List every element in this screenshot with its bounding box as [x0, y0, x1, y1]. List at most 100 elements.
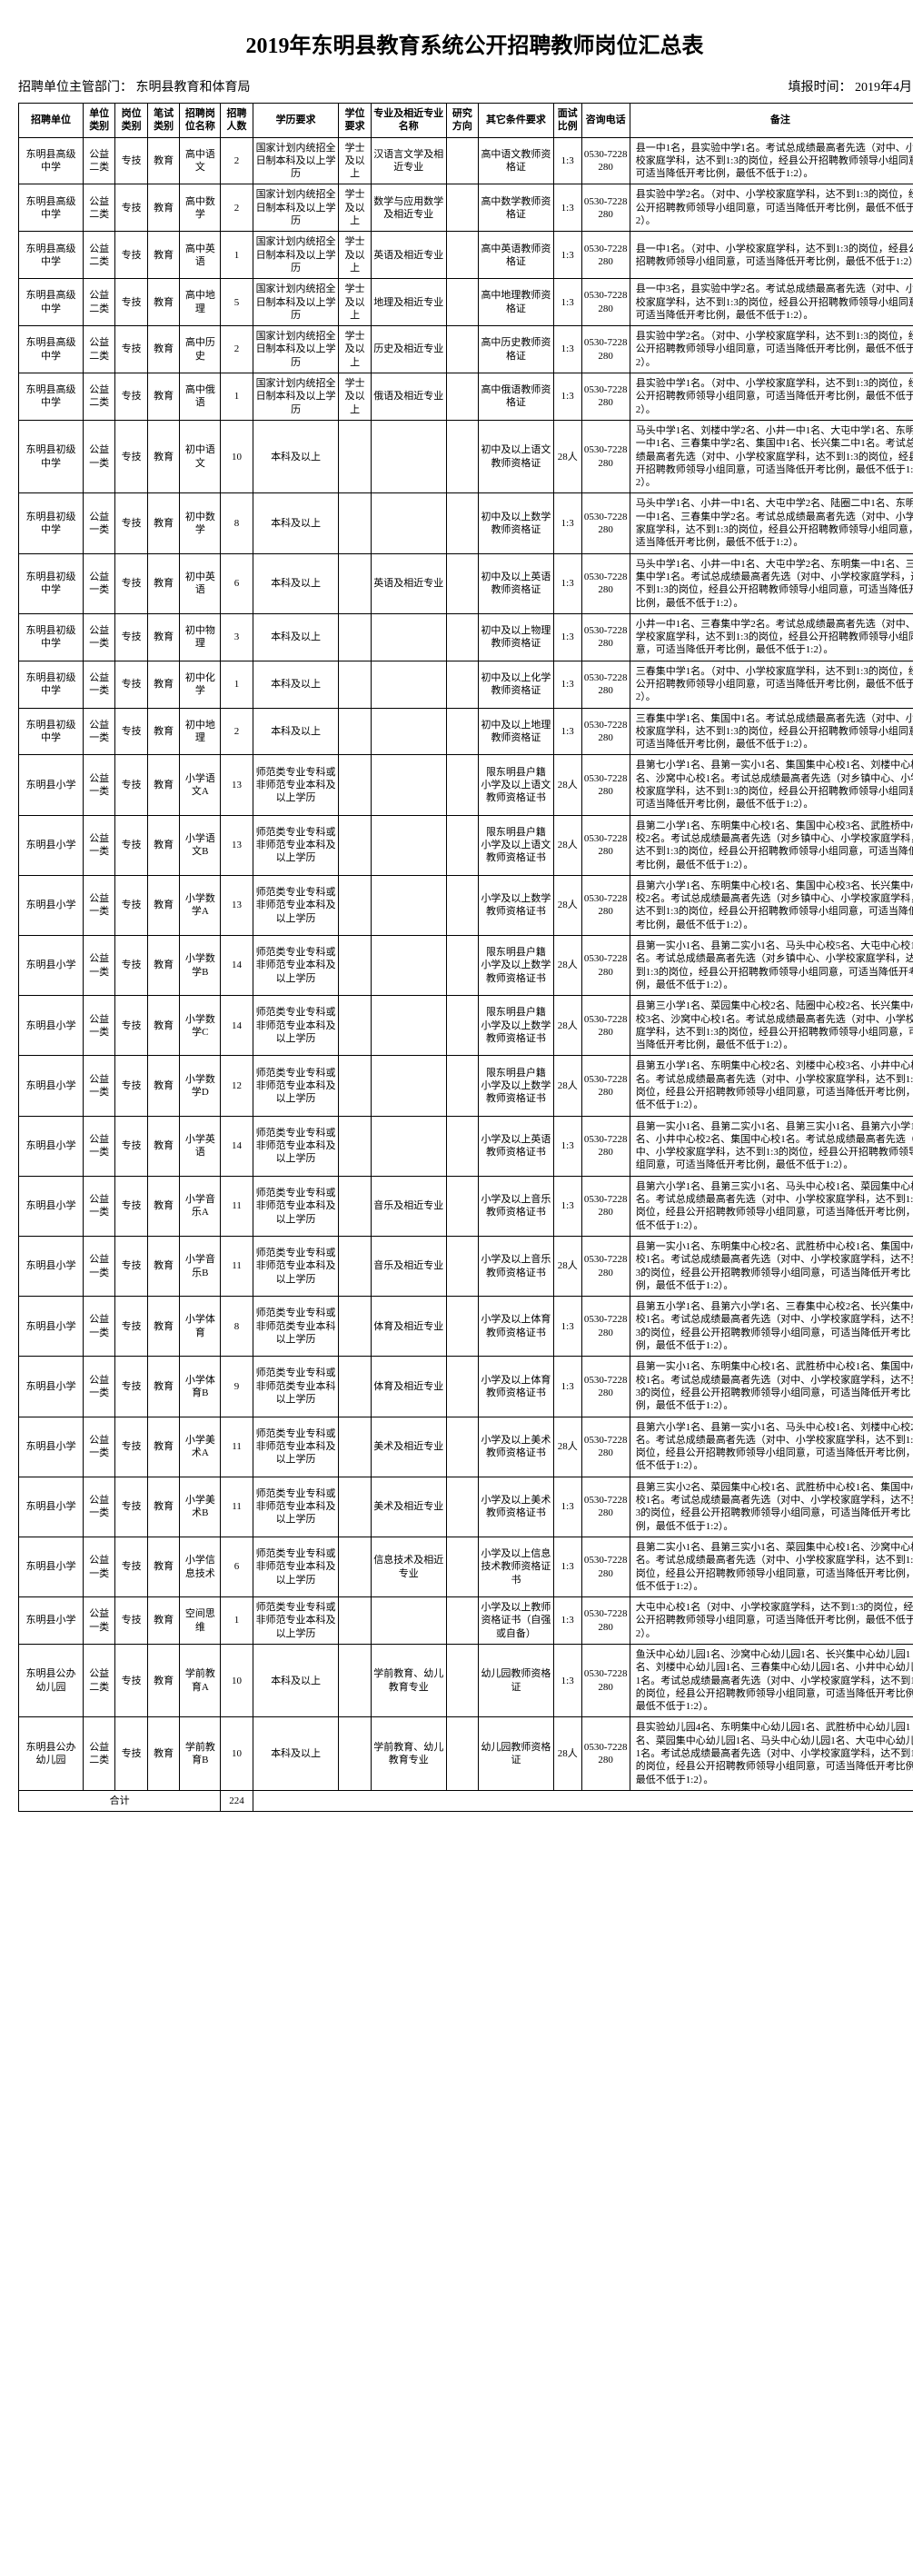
cell-dir — [446, 1176, 478, 1236]
cell-phone: 0530-7228280 — [581, 326, 630, 373]
cell-phone: 0530-7228280 — [581, 1717, 630, 1790]
cell-dir — [446, 1297, 478, 1357]
cell-pname: 学前教育B — [180, 1717, 221, 1790]
cell-dir — [446, 755, 478, 815]
cell-major: 汉语言文学及相近专业 — [371, 137, 446, 184]
cell-pname: 初中语文 — [180, 420, 221, 492]
cell-ratio: 28人 — [553, 996, 581, 1056]
cell-utype: 公益二类 — [83, 184, 114, 232]
positions-table: 招聘单位 单位类别 岗位类别 笔试类别 招聘岗位名称 招聘人数 学历要求 学位要… — [18, 103, 913, 1812]
cell-phone: 0530-7228280 — [581, 553, 630, 613]
table-row: 东明县小学公益一类专技教育小学音乐B11师范类专业专科或非师范专业本科及以上学历… — [19, 1236, 913, 1296]
cell-deg — [339, 708, 371, 755]
cell-remark: 县第一实小1名、县第二实小1名、马头中心校5名、大屯中心校1名。考试总成绩最高者… — [630, 936, 913, 996]
cell-deg — [339, 875, 371, 935]
cell-remark: 县实验中学2名。（对中、小学校家庭学科，达不到1:3的岗位，经县公开招聘教师领导… — [630, 326, 913, 373]
cell-edu: 国家计划内统招全日制本科及以上学历 — [253, 184, 339, 232]
cell-utype: 公益二类 — [83, 326, 114, 373]
cell-ratio: 1:3 — [553, 373, 581, 421]
cell-ptype: 专技 — [115, 1417, 147, 1477]
cell-major: 英语及相近专业 — [371, 553, 446, 613]
cell-major — [371, 996, 446, 1056]
cell-unit: 东明县小学 — [19, 1597, 84, 1645]
cell-phone: 0530-7228280 — [581, 1644, 630, 1716]
cell-other: 高中英语教师资格证 — [479, 232, 554, 279]
cell-remark: 县一中1名，县实验中学1名。考试总成绩最高者先选（对中、小学校家庭学科，达不到1… — [630, 137, 913, 184]
cell-num: 2 — [221, 184, 253, 232]
table-row: 东明县小学公益一类专技教育小学语文A13师范类专业专科或非师范专业本科及以上学历… — [19, 755, 913, 815]
meta-right-label: 填报时间： — [789, 81, 852, 94]
cell-unit: 东明县小学 — [19, 1357, 84, 1417]
cell-unit: 东明县小学 — [19, 1537, 84, 1596]
cell-pname: 小学美术A — [180, 1417, 221, 1477]
cell-remark: 县实验幼儿园4名、东明集中心幼儿园1名、武胜桥中心幼儿园1名、菜园集中心幼儿园1… — [630, 1717, 913, 1790]
cell-ptype: 专技 — [115, 661, 147, 708]
cell-deg: 学士及以上 — [339, 279, 371, 326]
total-value: 224 — [221, 1790, 253, 1811]
cell-ptype: 专技 — [115, 420, 147, 492]
cell-num: 13 — [221, 755, 253, 815]
table-row: 东明县小学公益一类专技教育小学体育8师范类专业专科或非师范类专业本科以上学历体育… — [19, 1297, 913, 1357]
cell-ratio: 1:3 — [553, 661, 581, 708]
cell-ptype: 专技 — [115, 553, 147, 613]
cell-num: 14 — [221, 1116, 253, 1176]
cell-remark: 小井一中1名、三春集中学2名。考试总成绩最高者先选（对中、小学校家庭学科，达不到… — [630, 613, 913, 661]
table-row: 东明县小学公益一类专技教育小学数学C14师范类专业专科或非师范专业本科及以上学历… — [19, 996, 913, 1056]
cell-major: 地理及相近专业 — [371, 279, 446, 326]
cell-ratio: 28人 — [553, 1056, 581, 1116]
cell-ptype: 专技 — [115, 708, 147, 755]
total-label: 合计 — [19, 1790, 221, 1811]
cell-ratio: 28人 — [553, 1236, 581, 1296]
cell-dir — [446, 708, 478, 755]
cell-other: 初中及以上语文教师资格证 — [479, 420, 554, 492]
cell-num: 14 — [221, 996, 253, 1056]
cell-other: 高中俄语教师资格证 — [479, 373, 554, 421]
cell-num: 14 — [221, 936, 253, 996]
cell-exam: 教育 — [147, 875, 179, 935]
table-row: 东明县小学公益一类专技教育小学数学A13师范类专业专科或非师范专业本科及以上学历… — [19, 875, 913, 935]
cell-remark: 县第一实小1名、东明集中心校2名、武胜桥中心校1名、集国中心校1名。考试总成绩最… — [630, 1236, 913, 1296]
table-row: 东明县小学公益一类专技教育小学英语14师范类专业专科或非师范专业本科及以上学历小… — [19, 1116, 913, 1176]
cell-ptype: 专技 — [115, 1176, 147, 1236]
cell-remark: 马头中学1名、刘楼中学2名、小井一中1名、大屯中学1名、东明集一中1名、三春集中… — [630, 420, 913, 492]
cell-num: 11 — [221, 1477, 253, 1537]
cell-pname: 高中英语 — [180, 232, 221, 279]
table-row: 东明县小学公益一类专技教育小学音乐A11师范类专业专科或非师范专业本科及以上学历… — [19, 1176, 913, 1236]
cell-other: 小学及以上体育教师资格证书 — [479, 1357, 554, 1417]
cell-pname: 高中俄语 — [180, 373, 221, 421]
cell-deg — [339, 553, 371, 613]
th-edu: 学历要求 — [253, 104, 339, 138]
cell-exam: 教育 — [147, 553, 179, 613]
cell-dir — [446, 553, 478, 613]
cell-utype: 公益一类 — [83, 1477, 114, 1537]
cell-exam: 教育 — [147, 232, 179, 279]
cell-deg — [339, 1236, 371, 1296]
cell-deg — [339, 1297, 371, 1357]
cell-phone: 0530-7228280 — [581, 1236, 630, 1296]
cell-deg — [339, 1357, 371, 1417]
cell-utype: 公益一类 — [83, 996, 114, 1056]
cell-dir — [446, 1357, 478, 1417]
cell-ptype: 专技 — [115, 875, 147, 935]
meta-row: 招聘单位主管部门： 东明县教育和体育局 填报时间： 2019年4月1日 — [18, 77, 913, 95]
cell-other: 幼儿园教师资格证 — [479, 1717, 554, 1790]
cell-ptype: 专技 — [115, 279, 147, 326]
cell-edu: 本科及以上 — [253, 420, 339, 492]
cell-deg — [339, 1597, 371, 1645]
cell-other: 小学及以上音乐教师资格证书 — [479, 1236, 554, 1296]
cell-exam: 教育 — [147, 420, 179, 492]
cell-pname: 小学信息技术 — [180, 1537, 221, 1596]
cell-pname: 小学语文B — [180, 815, 221, 875]
th-remark: 备注 — [630, 104, 913, 138]
cell-num: 10 — [221, 420, 253, 492]
cell-ratio: 1:3 — [553, 1116, 581, 1176]
cell-other: 高中数学教师资格证 — [479, 184, 554, 232]
cell-exam: 教育 — [147, 1176, 179, 1236]
cell-other: 小学及以上英语教师资格证书 — [479, 1116, 554, 1176]
cell-edu: 本科及以上 — [253, 661, 339, 708]
cell-phone: 0530-7228280 — [581, 1537, 630, 1596]
table-row: 东明县小学公益一类专技教育小学美术B11师范类专业专科或非师范专业本科及以上学历… — [19, 1477, 913, 1537]
cell-phone: 0530-7228280 — [581, 1116, 630, 1176]
cell-ratio: 1:3 — [553, 232, 581, 279]
cell-other: 小学及以上美术教师资格证书 — [479, 1477, 554, 1537]
